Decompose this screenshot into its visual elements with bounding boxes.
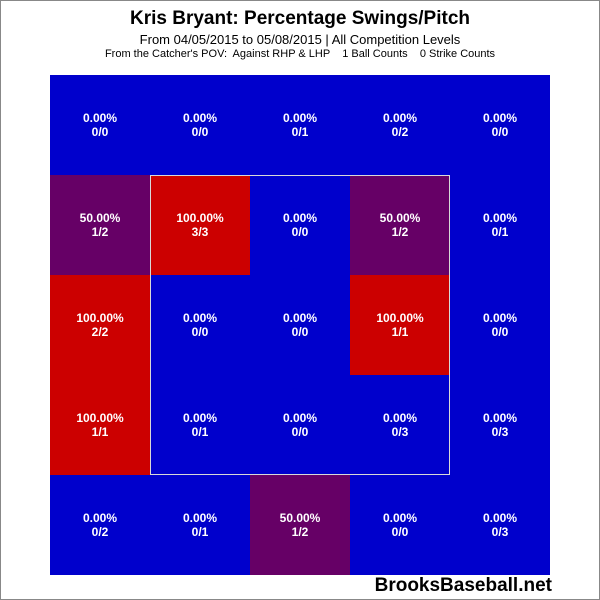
cell-percentage: 0.00% xyxy=(182,411,218,425)
cell-count: 0/0 xyxy=(491,125,509,139)
watermark: BrooksBaseball.net xyxy=(374,575,552,596)
cell-percentage: 0.00% xyxy=(482,311,518,325)
cell-percentage: 0.00% xyxy=(282,311,318,325)
cell-percentage: 100.00% xyxy=(376,311,424,325)
chart-subtitle: From 04/05/2015 to 05/08/2015 | All Comp… xyxy=(139,32,461,47)
heatmap-cell: 0.00% 0/0 xyxy=(250,175,350,275)
chart-title: Kris Bryant: Percentage Swings/Pitch xyxy=(130,8,470,29)
cell-percentage: 0.00% xyxy=(182,111,218,125)
cell-percentage: 0.00% xyxy=(282,211,318,225)
heatmap-cell: 0.00% 0/1 xyxy=(250,75,350,175)
cell-count: 0/0 xyxy=(91,125,109,139)
cell-percentage: 0.00% xyxy=(82,511,118,525)
cell-count: 0/0 xyxy=(491,325,509,339)
heatmap-cell: 0.00% 0/0 xyxy=(50,75,150,175)
cell-percentage: 0.00% xyxy=(482,111,518,125)
cell-count: 1/1 xyxy=(391,325,409,339)
cell-percentage: 0.00% xyxy=(382,111,418,125)
cell-count: 0/3 xyxy=(491,425,509,439)
heatmap-cell: 50.00% 1/2 xyxy=(50,175,150,275)
cell-count: 1/1 xyxy=(91,425,109,439)
cell-count: 0/0 xyxy=(291,225,309,239)
heatmap-cell: 0.00% 0/0 xyxy=(250,275,350,375)
cell-count: 0/3 xyxy=(391,425,409,439)
cell-count: 3/3 xyxy=(191,225,209,239)
cell-percentage: 0.00% xyxy=(82,111,118,125)
cell-percentage: 50.00% xyxy=(279,511,321,525)
heatmap-cell: 0.00% 0/3 xyxy=(450,375,550,475)
cell-count: 0/1 xyxy=(291,125,309,139)
heatmap-cell: 100.00% 1/1 xyxy=(50,375,150,475)
heatmap-cell: 0.00% 0/0 xyxy=(250,375,350,475)
heatmap-cell: 0.00% 0/1 xyxy=(150,375,250,475)
cell-percentage: 100.00% xyxy=(176,211,224,225)
cell-count: 0/0 xyxy=(291,425,309,439)
heatmap-cell: 0.00% 0/3 xyxy=(450,475,550,575)
cell-count: 0/1 xyxy=(491,225,509,239)
heatmap-cell: 0.00% 0/0 xyxy=(450,75,550,175)
cell-percentage: 0.00% xyxy=(182,311,218,325)
cell-count: 0/2 xyxy=(91,525,109,539)
cell-count: 0/1 xyxy=(191,425,209,439)
heatmap-cell: 0.00% 0/0 xyxy=(350,475,450,575)
heatmap-cell: 0.00% 0/1 xyxy=(450,175,550,275)
cell-count: 0/0 xyxy=(291,325,309,339)
cell-percentage: 50.00% xyxy=(379,211,421,225)
heatmap-cell: 100.00% 1/1 xyxy=(350,275,450,375)
cell-percentage: 0.00% xyxy=(482,411,518,425)
cell-count: 2/2 xyxy=(91,325,109,339)
cell-percentage: 0.00% xyxy=(282,411,318,425)
cell-count: 0/0 xyxy=(391,525,409,539)
heatmap-cell: 0.00% 0/2 xyxy=(350,75,450,175)
cell-count: 0/3 xyxy=(491,525,509,539)
cell-count: 0/0 xyxy=(191,125,209,139)
cell-percentage: 0.00% xyxy=(182,511,218,525)
cell-count: 0/1 xyxy=(191,525,209,539)
heatmap-cell: 100.00% 3/3 xyxy=(150,175,250,275)
cell-count: 1/2 xyxy=(391,225,409,239)
cell-count: 1/2 xyxy=(291,525,309,539)
cell-percentage: 100.00% xyxy=(76,411,124,425)
heatmap-cell: 0.00% 0/0 xyxy=(450,275,550,375)
heatmap-grid: 0.00% 0/0 0.00% 0/0 0.00% 0/1 0.00% 0/2 0.00% 0/0… xyxy=(50,75,550,575)
cell-count: 1/2 xyxy=(91,225,109,239)
cell-percentage: 50.00% xyxy=(79,211,121,225)
cell-percentage: 0.00% xyxy=(482,211,518,225)
cell-percentage: 100.00% xyxy=(76,311,124,325)
cell-percentage: 0.00% xyxy=(282,111,318,125)
heatmap-cell: 0.00% 0/3 xyxy=(350,375,450,475)
heatmap-cell: 100.00% 2/2 xyxy=(50,275,150,375)
heatmap-cell: 0.00% 0/1 xyxy=(150,475,250,575)
heatmap-cell: 0.00% 0/0 xyxy=(150,275,250,375)
heatmap-cell: 50.00% 1/2 xyxy=(350,175,450,275)
cell-count: 0/0 xyxy=(191,325,209,339)
cell-percentage: 0.00% xyxy=(382,411,418,425)
cell-percentage: 0.00% xyxy=(482,511,518,525)
cell-percentage: 0.00% xyxy=(382,511,418,525)
heatmap-cell: 0.00% 0/2 xyxy=(50,475,150,575)
heatmap-cell: 0.00% 0/0 xyxy=(150,75,250,175)
heatmap-cell: 50.00% 1/2 xyxy=(250,475,350,575)
chart-subtitle-filters: From the Catcher's POV: Against RHP & LH… xyxy=(104,48,496,60)
cell-count: 0/2 xyxy=(391,125,409,139)
